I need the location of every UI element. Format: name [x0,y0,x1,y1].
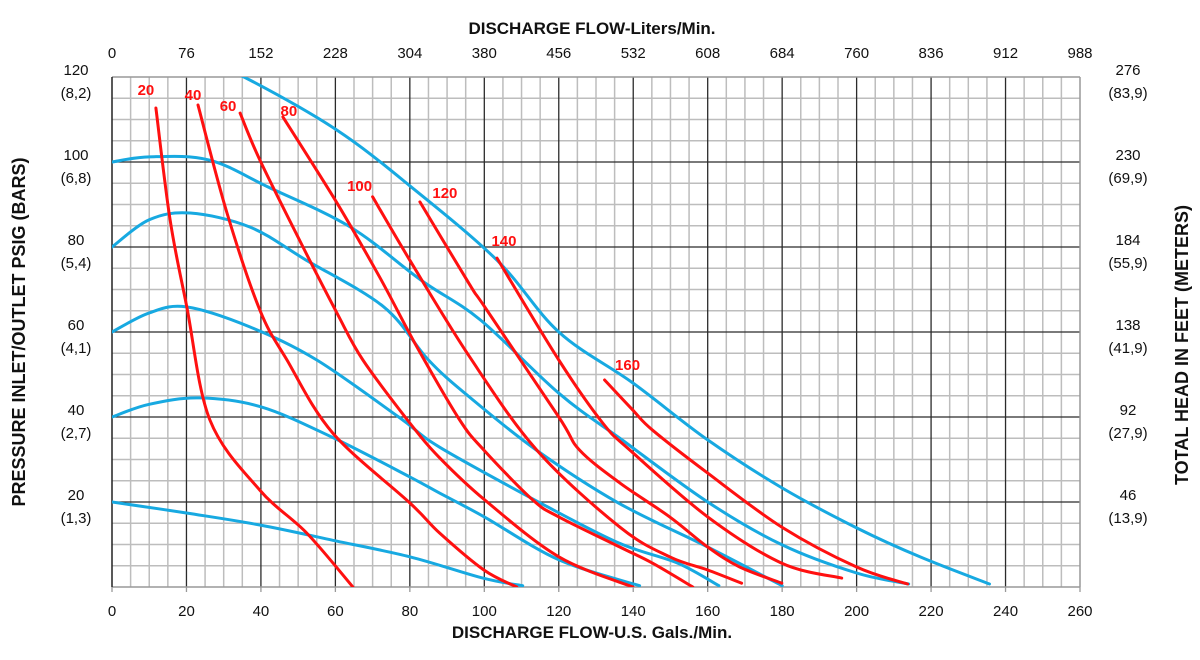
right-tick-meters: (69,9) [1108,170,1147,187]
curve-label-20: 20 [138,82,155,99]
right-tick-feet: 46 [1120,487,1137,504]
top-tick-label: 76 [178,45,195,62]
curve-20 [154,106,355,587]
top-tick-label: 380 [472,45,497,62]
top-axis-title: DISCHARGE FLOW-Liters/Min. [468,19,715,38]
curve-160 [603,378,910,586]
top-tick-label: 304 [397,45,422,62]
x-tick-label: 40 [253,603,270,620]
left-tick-bar: (4,1) [61,340,92,357]
curve-label-160: 160 [615,357,640,374]
curve-40 [196,103,519,587]
x-tick-label: 80 [402,603,419,620]
x-tick-label: 100 [472,603,497,620]
right-tick-meters: (41,9) [1108,340,1147,357]
top-tick-label: 760 [844,45,869,62]
x-tick-label: 0 [108,603,116,620]
curve-labels: 20 40 60 80 100 120 140 160 [138,82,640,374]
curve-label-40: 40 [185,87,202,104]
left-tick-bar: (5,4) [61,255,92,272]
x-tick-label: 20 [178,603,195,620]
right-tick-feet: 184 [1115,232,1140,249]
curve-100 [371,195,744,585]
left-tick-bar: (1,3) [61,510,92,527]
left-tick-psi: 40 [68,402,85,419]
top-tick-label: 152 [248,45,273,62]
x-axis-title: DISCHARGE FLOW-U.S. Gals./Min. [452,623,732,642]
left-tick-psi: 100 [63,147,88,164]
top-tick-label: 228 [323,45,348,62]
curve-140 [495,256,844,580]
curve-label-60: 60 [220,98,237,115]
left-axis-title: PRESSURE INLET/OUTLET PSIG (BARS) [9,157,29,506]
x-tick-label: 60 [327,603,344,620]
top-tick-label: 836 [919,45,944,62]
curves [112,77,991,587]
x-tick-label: 180 [770,603,795,620]
left-tick-bar: (6,8) [61,170,92,187]
pressure-curve [240,77,991,586]
right-tick-feet: 138 [1115,317,1140,334]
right-tick-feet: 276 [1115,62,1140,79]
curve-60 [238,111,635,587]
x-tick-label: 260 [1067,603,1092,620]
right-tick-meters: (13,9) [1108,510,1147,527]
pressure-curve [112,154,911,586]
curve-120 [418,200,784,585]
x-tick-label: 220 [919,603,944,620]
pressure-curve [112,304,721,587]
top-tick-label: 456 [546,45,571,62]
top-tick-label: 684 [770,45,795,62]
left-tick-psi: 20 [68,487,85,504]
left-tick-psi: 60 [68,317,85,334]
top-tick-label: 0 [108,45,116,62]
curve-label-120: 120 [432,185,457,202]
curve-label-140: 140 [491,233,516,250]
top-tick-label: 912 [993,45,1018,62]
right-tick-feet: 230 [1115,147,1140,164]
right-axis-title: TOTAL HEAD IN FEET (METERS) [1172,205,1192,485]
right-tick-meters: (83,9) [1108,85,1147,102]
left-tick-bar: (2,7) [61,425,92,442]
pressure-curve [112,500,525,587]
x-tick-label: 200 [844,603,869,620]
top-tick-label: 988 [1067,45,1092,62]
right-tick-meters: (55,9) [1108,255,1147,272]
curve-80 [281,115,695,587]
top-tick-label: 532 [621,45,646,62]
x-tick-label: 240 [993,603,1018,620]
x-tick-label: 160 [695,603,720,620]
left-tick-psi: 120 [63,62,88,79]
pressure-curve [112,396,642,587]
grid [111,76,1081,592]
top-tick-label: 608 [695,45,720,62]
left-tick-psi: 80 [68,232,85,249]
right-tick-meters: (27,9) [1108,425,1147,442]
curve-label-80: 80 [281,103,298,120]
curve-label-100: 100 [347,178,372,195]
tick-labels: 0 20 40 60 80 100 120 140 160 180 200 220 240 260 0 76 1… [61,45,1148,620]
right-tick-feet: 92 [1120,402,1137,419]
x-tick-label: 120 [546,603,571,620]
x-tick-label: 140 [621,603,646,620]
left-tick-bar: (8,2) [61,85,92,102]
